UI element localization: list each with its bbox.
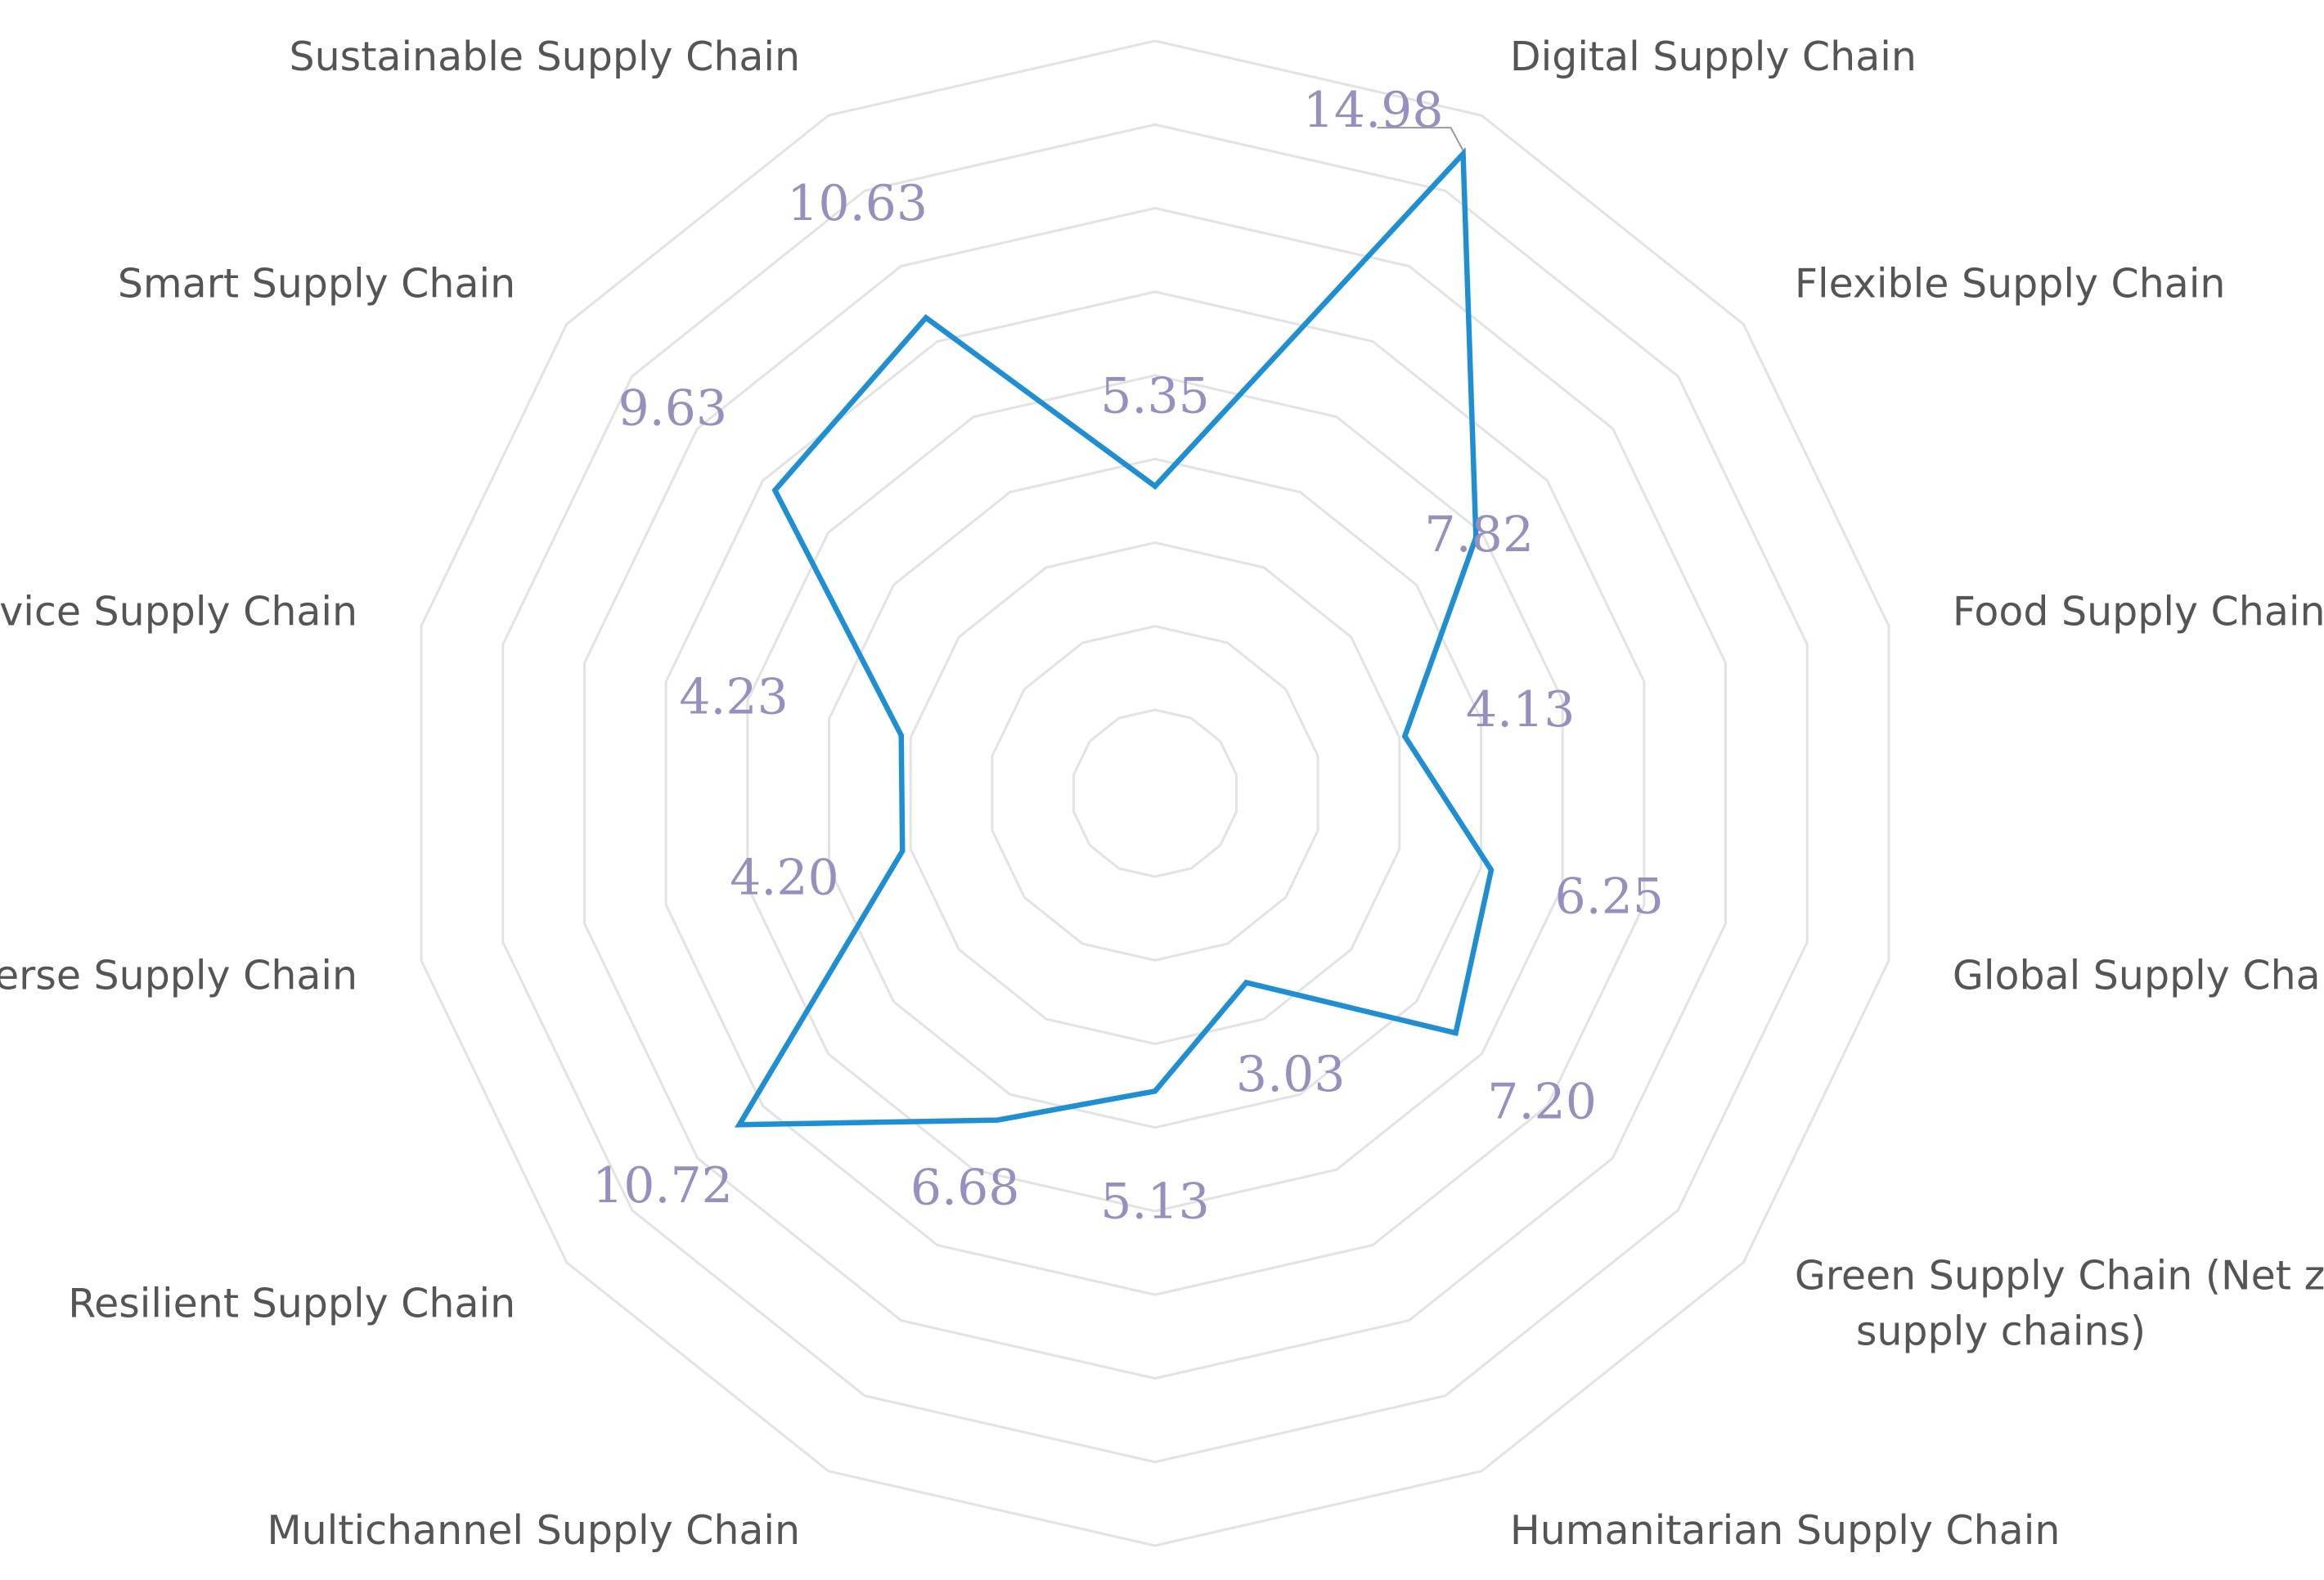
category-label: Multichannel Supply Chain [267, 1507, 800, 1554]
category-label: Food Supply Chain [1953, 588, 2324, 635]
category-label: Reverse Supply Chain [0, 953, 357, 999]
grid-ring [991, 625, 1319, 962]
category-label: Resilient Supply Chain [68, 1280, 515, 1326]
category-label: Service Supply Chain [0, 588, 357, 635]
series-layer [734, 147, 1495, 1128]
grid-ring [664, 290, 1646, 1296]
category-label: Sustainable Supply Chain [290, 34, 801, 80]
value-label: 10.63 [787, 175, 928, 232]
value-label: 4.23 [679, 668, 789, 725]
grid-ring [746, 374, 1564, 1213]
grid-ring [827, 457, 1483, 1129]
grid-ring [501, 123, 1809, 1464]
value-label: 10.72 [592, 1157, 733, 1214]
value-label: 4.20 [730, 849, 839, 906]
value-label: 5.35 [1100, 367, 1210, 424]
value-label-leader [1377, 127, 1464, 151]
value-label: 4.13 [1466, 681, 1576, 738]
grid-ring [582, 206, 1728, 1380]
value-label: 5.13 [1100, 1173, 1210, 1230]
value-label: 7.82 [1424, 506, 1534, 563]
grid-ring [420, 39, 1890, 1547]
category-label: Green Supply Chain (Net zero emissionsup… [1795, 1252, 2324, 1354]
grid-ring [909, 541, 1401, 1046]
category-label: Smart Supply Chain [118, 261, 515, 307]
value-label: 6.25 [1554, 869, 1664, 926]
value-label: 14.98 [1303, 82, 1444, 139]
category-label: Digital Supply Chain [1510, 34, 1917, 80]
value-label: 9.63 [618, 380, 727, 438]
value-label: 7.20 [1487, 1073, 1597, 1130]
value-labels: 5.35 14.98 7.82 4.13 6.25 7.20 3.03 5.13 6.68 10.… [592, 82, 1664, 1230]
category-label: Flexible Supply Chain [1795, 261, 2226, 307]
category-label: Global Supply Chain [1953, 953, 2324, 999]
category-label: Humanitarian Supply Chain [1510, 1507, 2061, 1554]
series-line [734, 147, 1495, 1128]
value-label: 3.03 [1236, 1046, 1346, 1103]
grid-ring [1072, 708, 1238, 878]
grid-layer [420, 39, 1890, 1547]
value-label: 6.68 [910, 1159, 1020, 1216]
